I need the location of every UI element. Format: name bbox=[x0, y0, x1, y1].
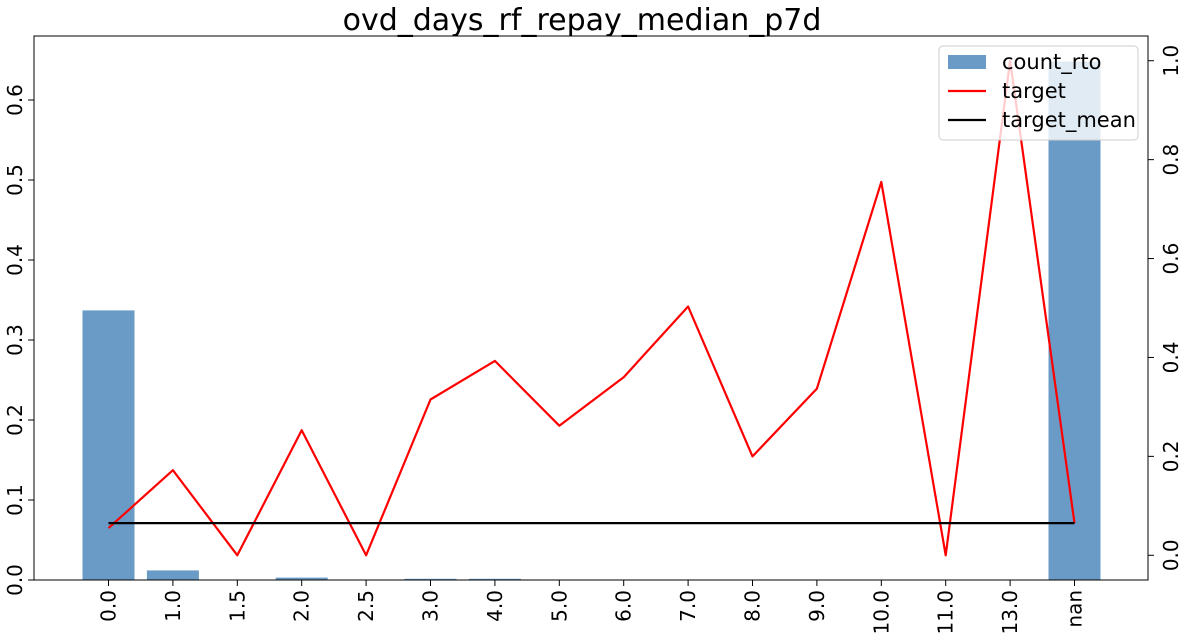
bar-3.0 bbox=[404, 578, 457, 580]
x-tick-label: 2.5 bbox=[354, 590, 378, 622]
y-left-tick-label: 0.6 bbox=[3, 84, 27, 116]
y-right-tick-label: 0.8 bbox=[1159, 144, 1182, 176]
y-left-tick-label: 0.2 bbox=[3, 404, 27, 436]
y-left-tick-label: 0.1 bbox=[3, 484, 27, 516]
axes-layer: 0.0 1.0 1.5 2.0 2.5 3.0 4.0 5.0 6.0 7.0 8.0 9.0 10.0… bbox=[3, 35, 1182, 635]
y-left-tick-label: 0.5 bbox=[3, 164, 27, 196]
x-tick-label: 9.0 bbox=[805, 590, 829, 622]
x-tick-label: 5.0 bbox=[547, 590, 571, 622]
x-tick-label: 7.0 bbox=[676, 590, 700, 622]
y-left-tick-label: 0.3 bbox=[3, 324, 27, 356]
y-right-tick-label: 0.0 bbox=[1159, 539, 1182, 571]
x-tick-label: 13.0 bbox=[998, 590, 1022, 635]
bar-2.0 bbox=[275, 577, 328, 580]
y-right-tick-label: 0.6 bbox=[1159, 243, 1182, 275]
bar-nan bbox=[1048, 61, 1101, 581]
x-tick-label: 8.0 bbox=[741, 590, 765, 622]
x-tick-label: 4.0 bbox=[483, 590, 507, 622]
x-tick-label: 0.0 bbox=[97, 590, 121, 622]
plot-frame bbox=[33, 35, 1149, 581]
x-tick-label: 3.0 bbox=[419, 590, 443, 622]
x-tick-label: 1.0 bbox=[161, 590, 185, 622]
legend-label-target_mean: target_mean bbox=[1002, 108, 1136, 133]
legend-label-count_rto: count_rto bbox=[1002, 50, 1101, 75]
legend-label-target: target bbox=[1002, 79, 1066, 103]
series-line-target bbox=[107, 59, 1076, 557]
x-tick-label: 2.0 bbox=[290, 590, 314, 622]
y-right-tick-label: 0.2 bbox=[1159, 440, 1182, 472]
bar-1.0 bbox=[146, 570, 199, 580]
y-left-tick-label: 0.4 bbox=[3, 244, 27, 276]
x-tick-label: 11.0 bbox=[934, 590, 958, 635]
bar-0.0 bbox=[82, 310, 135, 580]
x-tick-label: 6.0 bbox=[612, 590, 636, 622]
bar-4.0 bbox=[468, 578, 521, 580]
lines-layer bbox=[107, 59, 1076, 557]
legend-swatch-count_rto bbox=[948, 55, 986, 69]
y-left-tick-label: 0.0 bbox=[3, 564, 27, 596]
x-tick-label: 1.5 bbox=[225, 590, 249, 622]
legend-box bbox=[938, 45, 1139, 141]
x-tick-label: 10.0 bbox=[869, 590, 893, 635]
bars-layer bbox=[82, 61, 1101, 581]
y-right-tick-label: 1.0 bbox=[1159, 45, 1182, 77]
chart-title: ovd_days_rf_repay_median_p7d bbox=[343, 3, 822, 38]
y-right-tick-label: 0.4 bbox=[1159, 342, 1182, 374]
x-tick-label: nan bbox=[1063, 590, 1087, 628]
